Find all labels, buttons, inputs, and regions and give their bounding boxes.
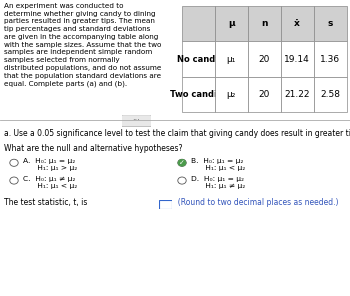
Text: D.  H₀: μ₁ = μ₂: D. H₀: μ₁ = μ₂ — [191, 176, 244, 182]
Text: The test statistic, t, is: The test statistic, t, is — [4, 198, 92, 207]
FancyBboxPatch shape — [121, 115, 152, 127]
Text: B.  H₀: μ₁ = μ₂: B. H₀: μ₁ = μ₂ — [191, 158, 243, 164]
Text: What are the null and alternative hypotheses?: What are the null and alternative hypoth… — [4, 144, 182, 152]
Text: ✓: ✓ — [179, 160, 185, 166]
Text: A.  H₀: μ₁ = μ₂: A. H₀: μ₁ = μ₂ — [23, 158, 75, 164]
Text: H₁: μ₁ < μ₂: H₁: μ₁ < μ₂ — [191, 165, 245, 171]
Text: An experiment was conducted to
determine whether giving candy to dining
parties : An experiment was conducted to determine… — [4, 3, 161, 87]
Text: H₁: μ₁ > μ₂: H₁: μ₁ > μ₂ — [23, 165, 77, 171]
Text: ···: ··· — [133, 116, 140, 125]
Text: a. Use a 0.05 significance level to test the claim that giving candy does result: a. Use a 0.05 significance level to test… — [4, 129, 350, 138]
Text: H₁: μ₁ < μ₂: H₁: μ₁ < μ₂ — [23, 183, 77, 189]
FancyBboxPatch shape — [159, 200, 172, 209]
Text: (Round to two decimal places as needed.): (Round to two decimal places as needed.) — [173, 198, 339, 207]
Text: C.  H₀: μ₁ ≠ μ₂: C. H₀: μ₁ ≠ μ₂ — [23, 176, 75, 182]
Text: H₁: μ₁ ≠ μ₂: H₁: μ₁ ≠ μ₂ — [191, 183, 245, 189]
